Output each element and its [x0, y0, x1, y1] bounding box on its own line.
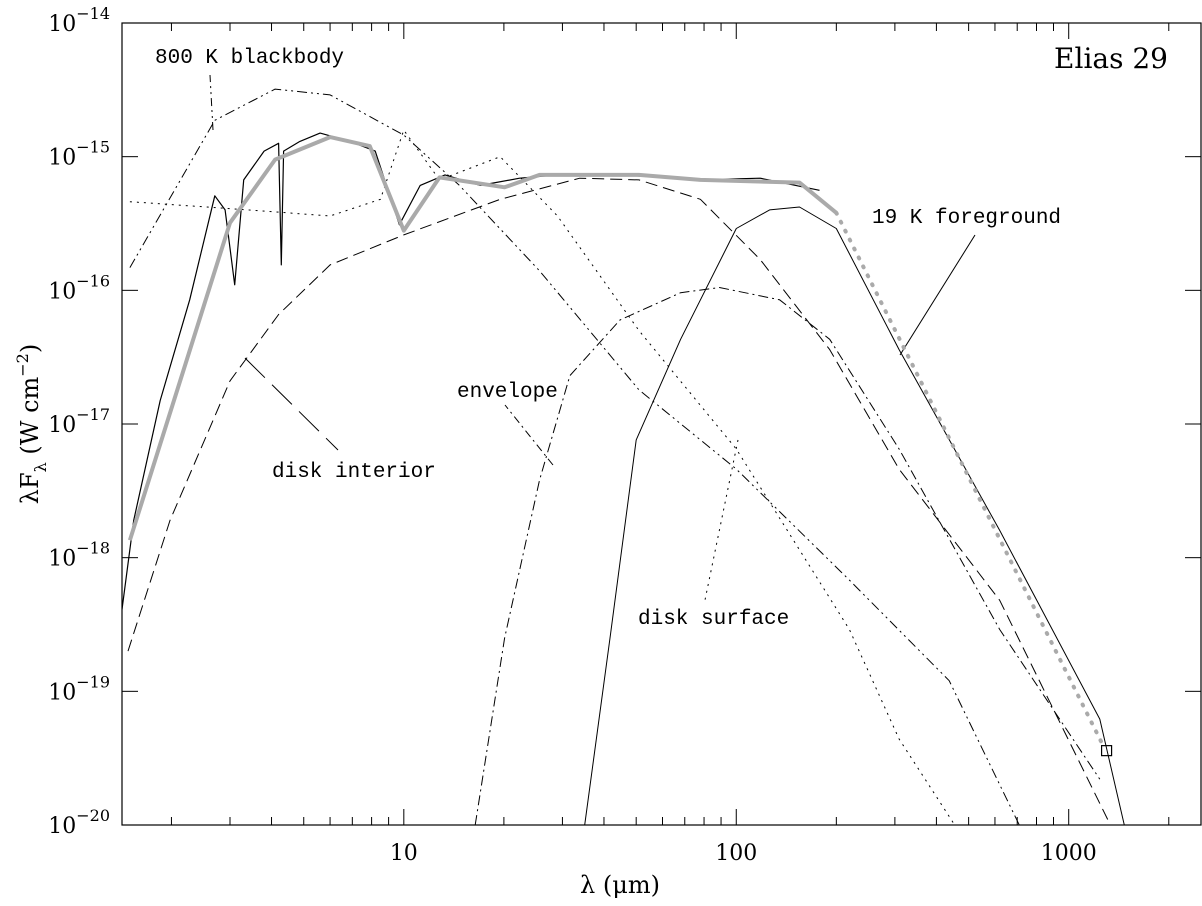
- leader-line: [899, 234, 976, 356]
- y-tick-base: 10: [48, 12, 76, 37]
- y-tick-base: 10: [48, 547, 76, 572]
- y-tick-exponent: −20: [76, 806, 110, 825]
- y-tick-base: 10: [48, 680, 76, 705]
- y-tick-exponent: −17: [76, 405, 110, 424]
- y-tick-exponent: −19: [76, 672, 110, 691]
- series-line: [127, 135, 838, 541]
- y-tick-label: 10−16: [48, 271, 110, 304]
- y-tick-label: 10−20: [48, 806, 110, 839]
- x-axis-label: λ (μm): [580, 871, 660, 899]
- x-tick-label: 100: [715, 841, 757, 866]
- x-tick-label: 1000: [1041, 841, 1097, 866]
- y-tick-label: 10−18: [48, 539, 110, 572]
- annotation: disk interior: [272, 461, 436, 484]
- y-axis-label: λFλ (W cm−2): [13, 344, 50, 504]
- y-tick-base: 10: [48, 413, 76, 438]
- plot-frame: [121, 22, 1202, 826]
- y-tick-exponent: −18: [76, 539, 110, 558]
- x-tick-label: 10: [390, 841, 418, 866]
- y-tick-label: 10−14: [48, 4, 110, 37]
- y-tick-exponent: −16: [76, 271, 110, 290]
- series-line: [834, 210, 1105, 747]
- leader-line: [209, 74, 214, 131]
- leader-line: [504, 404, 554, 466]
- series-line: [122, 132, 820, 610]
- series-line: [584, 206, 1125, 825]
- y-label-sub: λ: [31, 462, 50, 472]
- annotation: envelope: [457, 381, 558, 404]
- y-tick-label: 10−19: [48, 672, 110, 705]
- annotation: 19 K foreground: [872, 207, 1061, 230]
- leader-line: [704, 439, 739, 601]
- y-label-sup: −2: [13, 353, 32, 377]
- y-label-rest: (W cm: [16, 376, 44, 462]
- series-line: [127, 177, 1109, 820]
- series-line: [474, 287, 1101, 825]
- series-line: [129, 129, 956, 825]
- y-tick-base: 10: [48, 814, 76, 839]
- leader-line: [244, 357, 339, 451]
- y-tick-base: 10: [48, 146, 76, 171]
- y-tick-base: 10: [48, 279, 76, 304]
- y-tick-label: 10−15: [48, 138, 110, 171]
- y-tick-label: 10−17: [48, 405, 110, 438]
- y-label-main: λF: [16, 472, 44, 504]
- leaders: [209, 74, 976, 601]
- y-tick-exponent: −15: [76, 138, 110, 157]
- annotation: disk surface: [638, 608, 789, 631]
- plot-area: [122, 88, 1125, 825]
- series-line: [129, 88, 1020, 825]
- chart-title: Elias 29: [1054, 42, 1168, 75]
- annotation: 800 K blackbody: [155, 47, 344, 70]
- y-label-end: ): [16, 344, 44, 353]
- y-tick-exponent: −14: [76, 4, 110, 23]
- data-point: [1100, 745, 1113, 757]
